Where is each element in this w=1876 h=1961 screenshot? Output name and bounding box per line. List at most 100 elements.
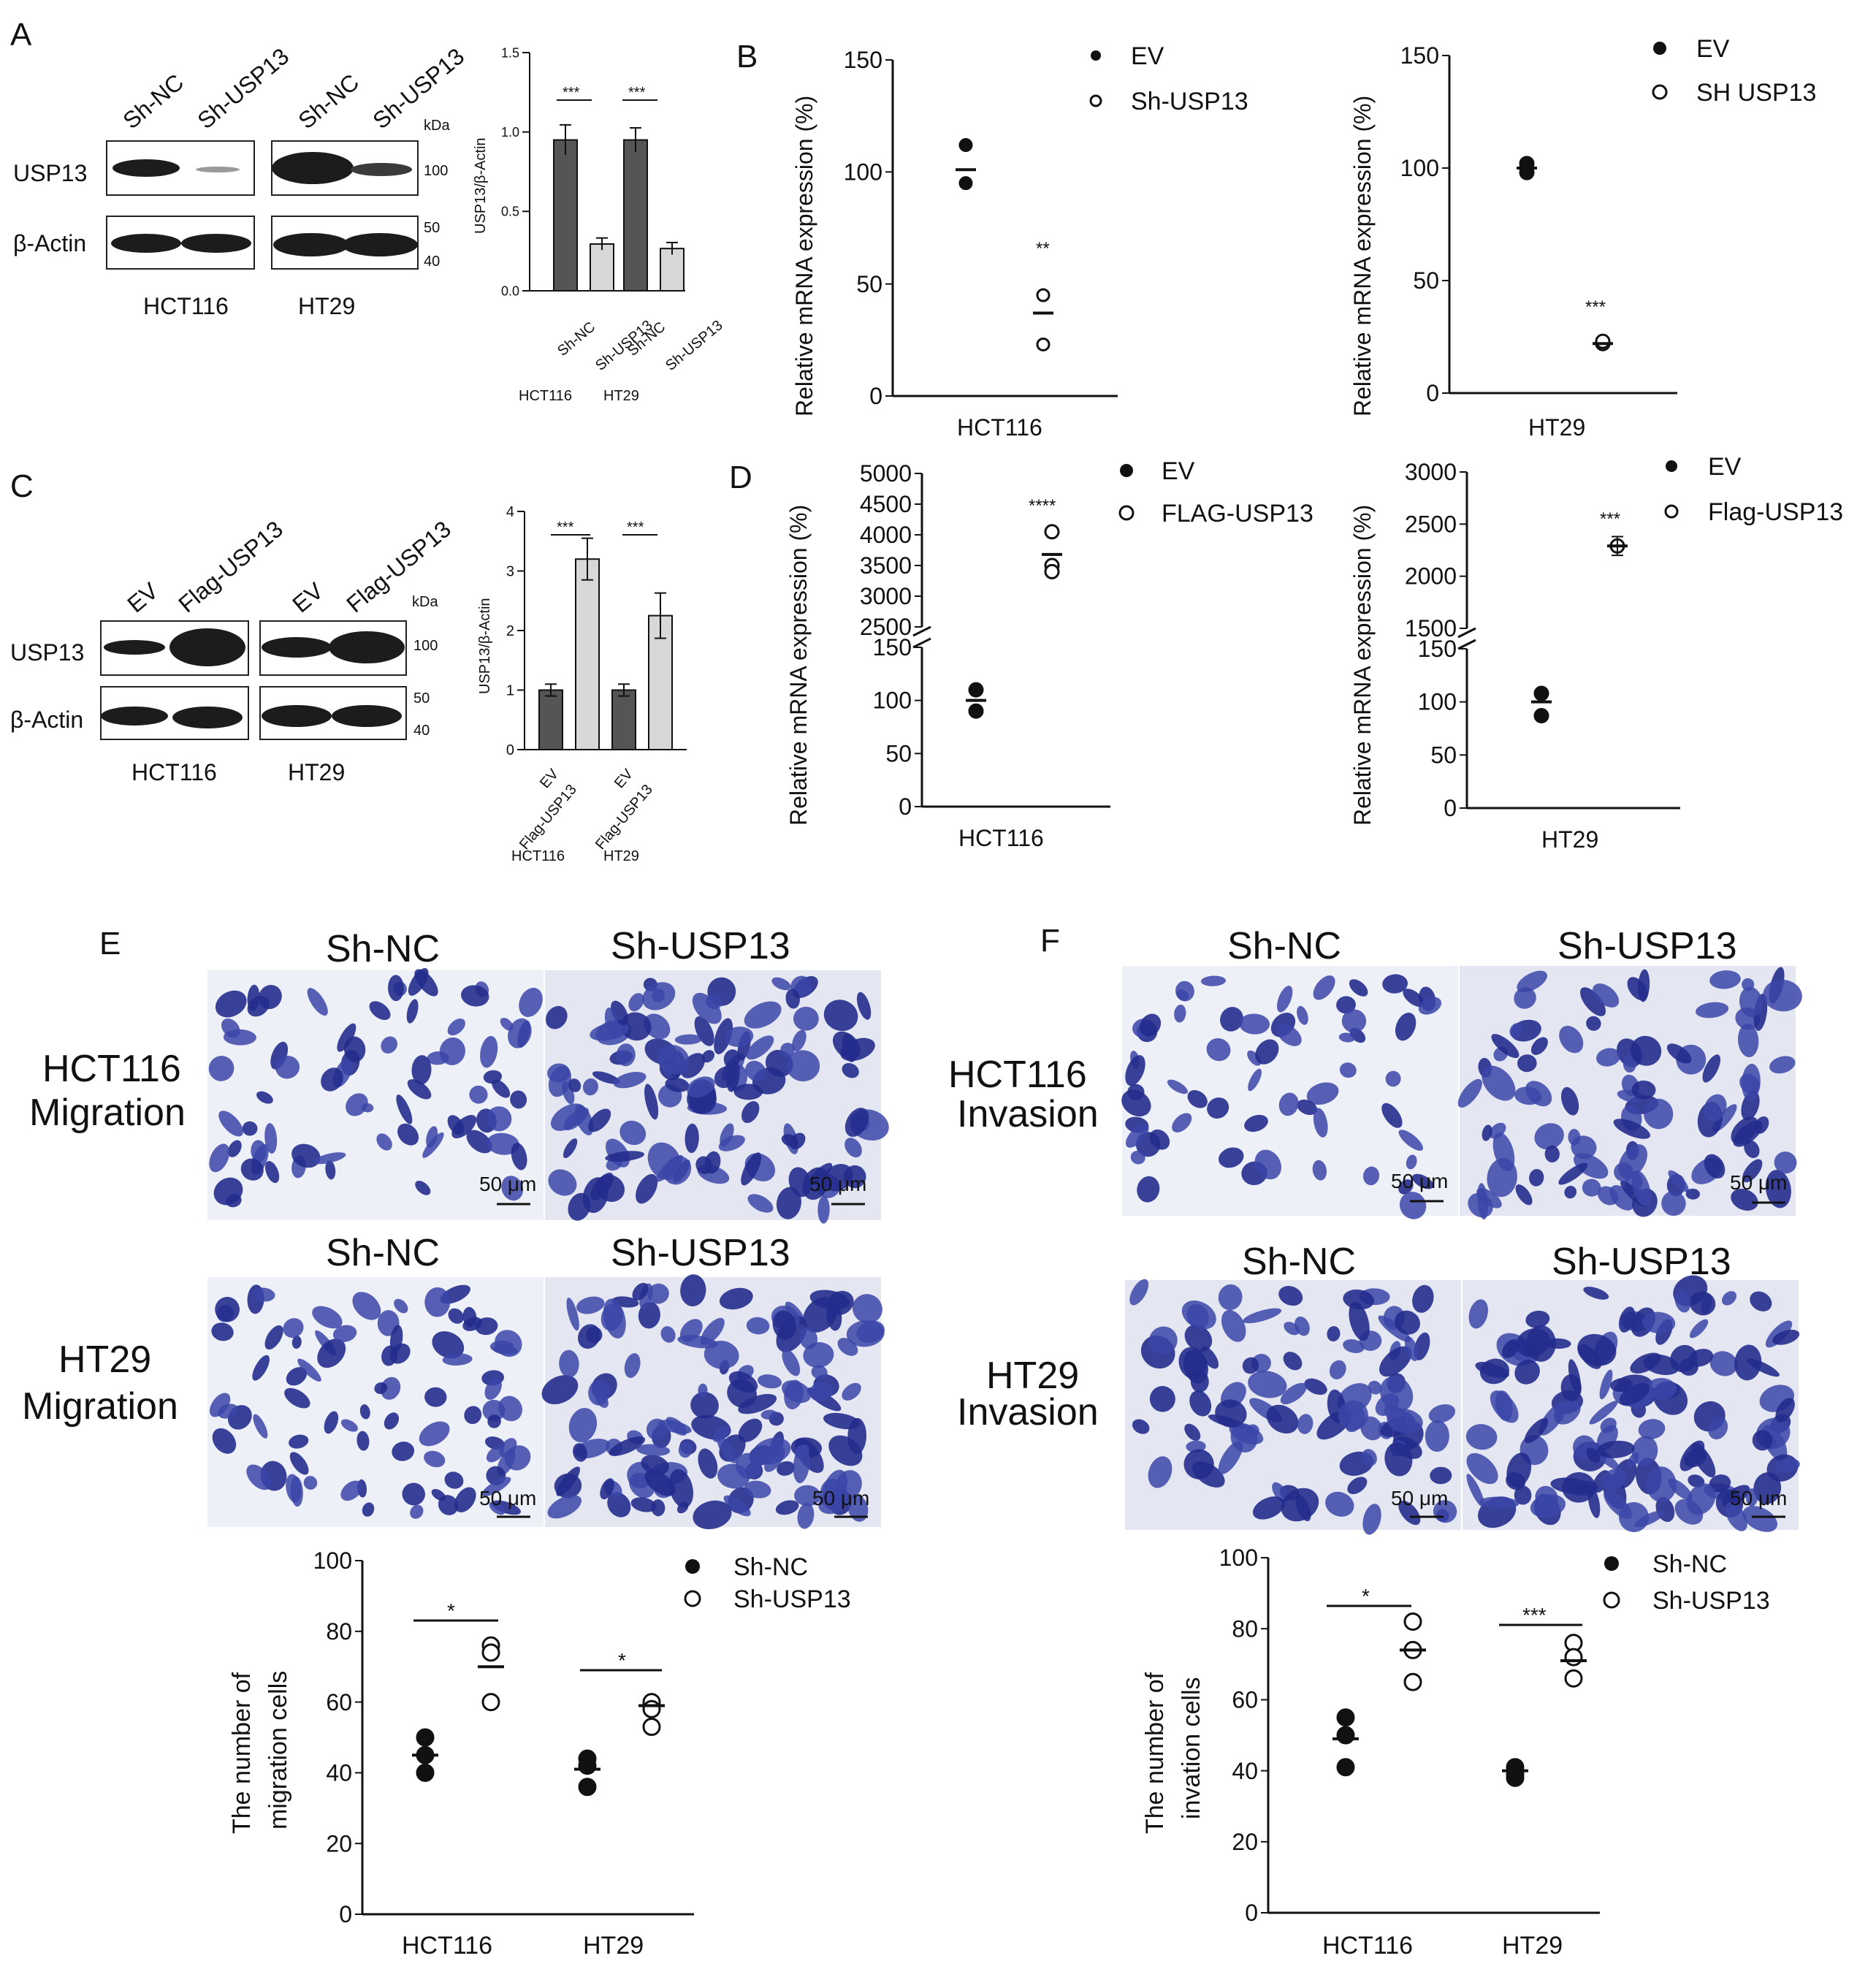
stained-cell [1404,1412,1417,1429]
y-tick-label: 100 [873,688,912,714]
stained-cell [228,1140,242,1157]
chart-a-bar: USP13/β-Actin 0.0 0.5 1.0 1.5 *** *** Sh-NC… [473,45,726,404]
stained-cell [337,1023,356,1052]
stained-cell [1215,1399,1247,1428]
legend: EV Flag-USP13 [1664,453,1843,526]
panel-letter-e: E [99,926,121,962]
significance-marker: *** [627,519,644,536]
stained-cell [246,1464,272,1490]
y-tick-label: 0 [1245,1900,1258,1926]
stained-cell [604,1008,619,1039]
y-tick-label: 2500 [1405,511,1457,537]
blot-hct116-usp13 [100,620,249,676]
stained-cell [785,989,800,1009]
panel-letter-b: B [736,39,758,75]
stained-cell [1406,1154,1417,1170]
stained-cell [1125,1055,1145,1086]
panel-f: F Sh-NC Sh-USP13 HCT116 Invasion Sh-NC S… [948,923,1802,1960]
cell-line-label: HT29 [288,759,345,785]
stained-cell [442,1353,473,1366]
data-point-filled [1336,1758,1355,1777]
stained-cell [1336,996,1356,1014]
stained-cell [719,1287,753,1310]
stained-cell [1278,1092,1299,1116]
stained-cell [215,1297,240,1322]
stained-cell [771,977,791,991]
stained-cell [620,1012,652,1041]
stained-cell [1734,1344,1762,1381]
stained-cell [809,1290,850,1310]
legend-label: FLAG-USP13 [1162,500,1313,528]
data-point-filled [578,1756,597,1775]
data-point-filled [958,176,973,191]
stained-cell [291,1143,321,1168]
stained-cell [1725,1501,1747,1531]
chart-b-ht29: Relative mRNA expression (%) 0 50 100 150 *… [1349,35,1816,441]
stained-cell [1502,1339,1520,1358]
stained-cell [486,1445,505,1463]
stained-cell [1184,1423,1201,1441]
micrograph [207,967,544,1220]
stained-cell [213,1177,243,1206]
legend-marker-open [1652,84,1668,100]
y-tick-label: 100 [1400,155,1439,181]
stained-cell [307,988,328,1016]
legend-label: Sh-USP13 [1652,1587,1770,1615]
stained-cell [1774,1458,1800,1473]
data-point-filled [1533,708,1549,724]
stained-cell [1642,1311,1676,1334]
stained-cell [1582,1178,1601,1197]
legend: Sh-NC Sh-USP13 [684,1553,851,1613]
stained-cell [1149,1386,1175,1412]
stained-cell [1568,1359,1582,1395]
x-tick-label: HT29 [1502,1932,1563,1960]
stained-cell [1638,969,1650,1002]
stained-cell [251,1140,267,1162]
x-tick-label: Flag-USP13 [516,782,580,853]
chart-b-hct116: Relative mRNA expression (%) 0 50 100 150 *… [791,42,1248,441]
stained-cell [291,1336,302,1349]
stained-cell [842,1382,861,1401]
stained-cell [786,1050,820,1082]
stained-cell [1638,1419,1666,1439]
stained-cell [1517,1054,1537,1073]
y-tick-label: 3500 [860,552,912,579]
column-label: Sh-NC [326,928,440,970]
stained-cell [1221,1309,1246,1342]
stained-cell [760,1409,777,1420]
y-tick-label: 0 [1444,795,1457,821]
bar [590,243,614,292]
stained-cell [1586,1447,1601,1463]
stained-cell [657,1420,692,1434]
stained-cell [1731,1189,1758,1211]
y-tick-label: 0 [899,793,912,820]
legend: EV Sh-USP13 [1089,42,1248,115]
blot-ht29-actin [271,216,419,270]
stained-cell [592,1071,620,1084]
chart-d-hct116: Relative mRNA expression (%) 0 50 100 15025… [785,457,1313,851]
stained-cell [1398,1500,1421,1526]
stained-cell [1482,1065,1516,1101]
stained-cell [1381,1103,1403,1128]
scale-bar-label: 50 μm [1391,1487,1448,1509]
data-point-open [481,1643,500,1662]
stained-cell [856,991,872,1020]
stained-cell [1479,1358,1510,1385]
column-label: Sh-NC [326,1232,440,1274]
blot-row-label: β-Actin [13,230,86,256]
stained-cell [1558,1162,1588,1185]
stained-cell [1466,1452,1498,1485]
stained-cell [1679,1358,1698,1376]
y-tick-label: 0 [339,1901,352,1927]
stained-cell [247,995,270,1017]
stained-cell [466,1130,492,1154]
stained-cell [1266,1404,1299,1434]
stained-cell [218,1111,243,1137]
stained-cell [1465,1424,1498,1450]
y-axis-label: Relative mRNA expression (%) [1349,505,1376,826]
stained-cell [1750,1291,1772,1311]
row-label: Migration [29,1092,186,1134]
stained-cell [1544,1145,1560,1163]
stained-cell [1568,1129,1581,1146]
significance-marker: *** [563,85,580,101]
